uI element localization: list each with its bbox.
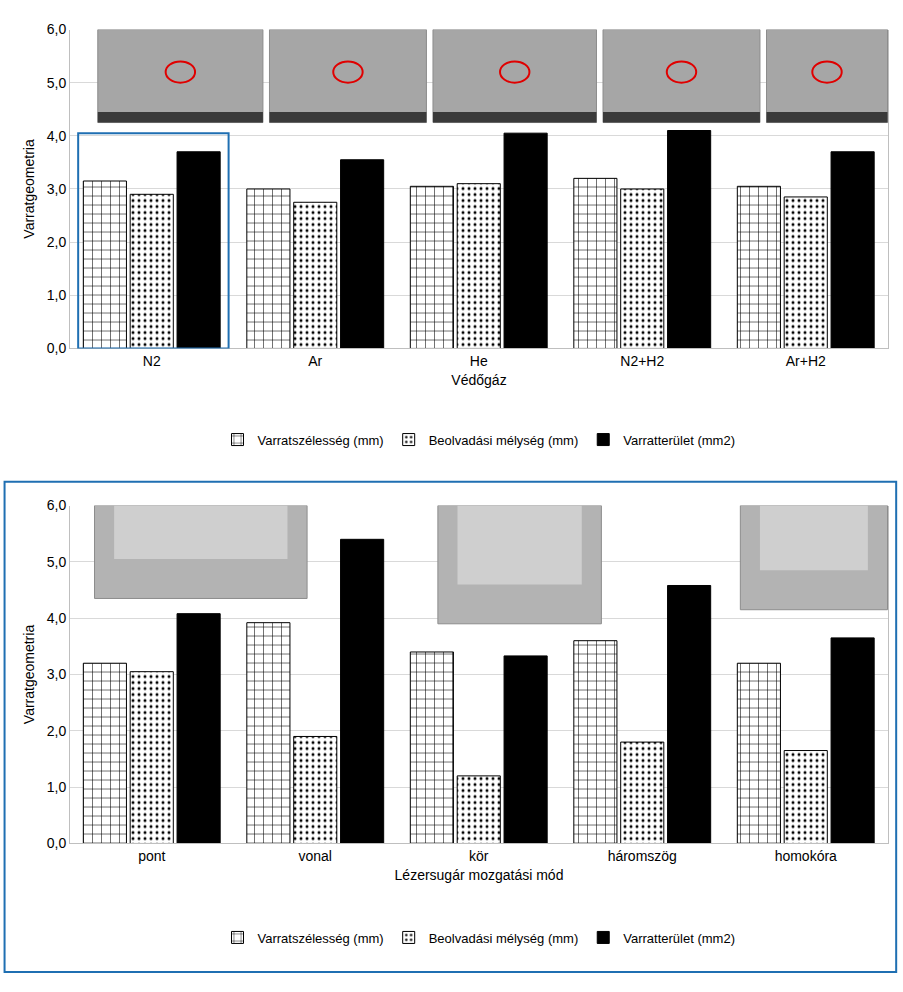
svg-text:5,0: 5,0 <box>47 75 67 91</box>
svg-text:Varratterület (mm2): Varratterület (mm2) <box>623 433 735 448</box>
svg-text:N2+H2: N2+H2 <box>620 353 664 369</box>
svg-text:2,0: 2,0 <box>47 234 67 250</box>
svg-text:6,0: 6,0 <box>47 497 67 513</box>
svg-text:Beolvadási mélység (mm): Beolvadási mélység (mm) <box>429 433 579 448</box>
svg-text:Lézersugár mozgatási mód: Lézersugár mozgatási mód <box>395 867 564 883</box>
svg-text:He: He <box>470 353 488 369</box>
svg-text:1,0: 1,0 <box>47 779 67 795</box>
svg-text:Ar: Ar <box>308 353 322 369</box>
svg-text:0,0: 0,0 <box>47 340 67 356</box>
svg-text:3,0: 3,0 <box>47 666 67 682</box>
svg-text:Varratterület (mm2): Varratterület (mm2) <box>623 931 735 946</box>
svg-text:5,0: 5,0 <box>47 554 67 570</box>
svg-text:Varratgeometria: Varratgeometria <box>21 139 37 239</box>
svg-text:1,0: 1,0 <box>47 287 67 303</box>
svg-text:háromszög: háromszög <box>608 848 677 864</box>
svg-text:Varratszélesség (mm): Varratszélesség (mm) <box>258 931 384 946</box>
svg-text:Beolvadási mélység (mm): Beolvadási mélység (mm) <box>429 931 579 946</box>
svg-text:homokóra: homokóra <box>775 848 837 864</box>
svg-text:4,0: 4,0 <box>47 128 67 144</box>
svg-text:Varratszélesség (mm): Varratszélesség (mm) <box>258 433 384 448</box>
svg-text:N2: N2 <box>143 353 161 369</box>
svg-text:Varratgeometria: Varratgeometria <box>21 625 37 725</box>
svg-text:Ar+H2: Ar+H2 <box>786 353 826 369</box>
svg-text:2,0: 2,0 <box>47 723 67 739</box>
svg-text:6,0: 6,0 <box>47 21 67 37</box>
svg-text:0,0: 0,0 <box>47 835 67 851</box>
svg-text:4,0: 4,0 <box>47 610 67 626</box>
svg-text:3,0: 3,0 <box>47 181 67 197</box>
svg-text:pont: pont <box>138 848 165 864</box>
svg-text:Védőgáz: Védőgáz <box>451 372 506 388</box>
svg-text:kör: kör <box>469 848 489 864</box>
svg-text:vonal: vonal <box>299 848 332 864</box>
